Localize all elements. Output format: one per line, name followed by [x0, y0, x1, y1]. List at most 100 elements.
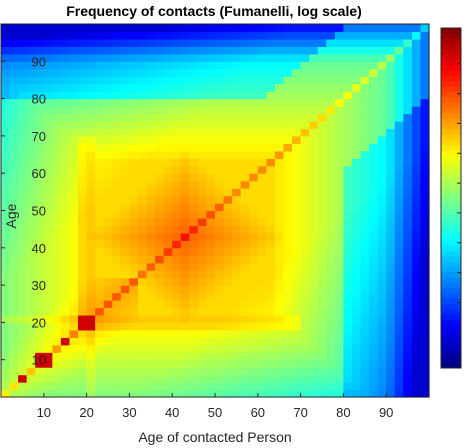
heatmap-cell: [69, 195, 79, 204]
heatmap-cell: [274, 240, 285, 249]
heatmap-cell: [155, 165, 165, 174]
heatmap-cell: [78, 277, 88, 286]
heatmap-cell: [334, 188, 344, 197]
heatmap-cell: [274, 210, 285, 219]
heatmap-cell: [377, 247, 387, 256]
heatmap-cell: [411, 285, 422, 294]
heatmap-cell: [189, 374, 199, 383]
heatmap-cell: [172, 203, 182, 212]
heatmap-cell: [369, 143, 379, 152]
heatmap-cell: [343, 158, 353, 167]
heatmap-cell: [137, 367, 148, 376]
heatmap-cell: [283, 120, 293, 130]
heatmap-cell: [206, 314, 216, 323]
heatmap-cell: [146, 91, 156, 100]
heatmap-cell: [137, 38, 148, 47]
heatmap-cell: [120, 344, 130, 353]
heatmap-cell: [155, 337, 165, 346]
heatmap-cell: [69, 68, 79, 77]
heatmap-cell: [78, 247, 88, 256]
heatmap-cell: [215, 240, 225, 249]
heatmap-cell: [155, 158, 165, 167]
heatmap-cell: [120, 195, 130, 204]
heatmap-cell: [266, 314, 276, 323]
heatmap-cell: [394, 322, 404, 331]
x-tick-label: 90: [379, 405, 393, 420]
heatmap-cell: [223, 113, 233, 122]
heatmap-cell: [249, 83, 259, 92]
heatmap-cell: [78, 38, 88, 47]
heatmap-cell: [26, 352, 36, 361]
heatmap-cell: [189, 203, 199, 212]
heatmap-cell: [189, 128, 199, 137]
heatmap-cell: [274, 262, 285, 271]
heatmap-cell: [189, 46, 199, 55]
heatmap-cell: [403, 76, 413, 85]
heatmap-cell: [360, 24, 370, 33]
heatmap-cell: [146, 329, 156, 338]
heatmap-cell: [309, 106, 319, 115]
heatmap-cell: [52, 158, 62, 167]
heatmap-cell: [120, 68, 130, 77]
heatmap-cell: [180, 203, 190, 212]
heatmap-cell: [334, 232, 344, 241]
heatmap-cell: [172, 277, 182, 286]
heatmap-cell: [197, 68, 208, 77]
heatmap-cell: [249, 113, 259, 122]
heatmap-cell: [317, 322, 327, 331]
heatmap-cell: [26, 240, 36, 249]
heatmap-cell: [257, 98, 267, 107]
heatmap-cell: [249, 322, 259, 331]
heatmap-cell: [18, 195, 28, 204]
heatmap-cell: [146, 225, 156, 234]
heatmap-cell: [1, 61, 11, 70]
heatmap-cell: [317, 158, 327, 167]
heatmap-cell: [377, 329, 387, 338]
colorbar-segment: [441, 102, 461, 109]
heatmap-cell: [35, 270, 45, 279]
heatmap-cell: [206, 173, 216, 182]
heatmap-cell: [103, 262, 113, 271]
heatmap-cell: [240, 76, 250, 85]
heatmap-cell: [240, 300, 250, 309]
heatmap-cell: [317, 150, 327, 159]
heatmap-cell: [249, 270, 259, 279]
heatmap-cell: [86, 143, 96, 152]
heatmap-cell: [137, 277, 148, 286]
heatmap-cell: [163, 135, 173, 144]
heatmap-cell: [137, 98, 148, 107]
heatmap-cell: [309, 322, 319, 331]
heatmap-cell: [334, 344, 344, 353]
heatmap-cell: [69, 165, 79, 174]
heatmap-cell: [120, 180, 130, 189]
heatmap-cell: [206, 24, 216, 33]
heatmap-cell: [129, 173, 139, 182]
heatmap-cell: [69, 255, 79, 264]
heatmap-cell: [266, 300, 276, 309]
heatmap-cell: [112, 68, 122, 77]
heatmap-cell: [60, 217, 71, 227]
heatmap-cell: [360, 128, 370, 137]
heatmap-cell: [292, 120, 302, 130]
heatmap-cell: [411, 165, 422, 174]
heatmap-cell: [360, 98, 370, 107]
heatmap-cell: [394, 46, 404, 55]
heatmap-cell: [197, 382, 208, 391]
heatmap-cell: [223, 61, 233, 70]
heatmap-cell: [95, 382, 105, 391]
heatmap-cell: [189, 143, 199, 152]
heatmap-cell: [369, 128, 379, 137]
heatmap-cell: [317, 38, 327, 47]
heatmap-cell: [403, 329, 413, 338]
heatmap-cell: [369, 53, 379, 62]
heatmap-cell: [369, 285, 379, 294]
heatmap-cell: [172, 359, 182, 368]
heatmap-cell: [35, 277, 45, 286]
heatmap-cell: [266, 24, 276, 33]
heatmap-cell: [26, 106, 36, 115]
heatmap-cell: [78, 255, 88, 264]
heatmap-cell: [420, 120, 430, 130]
heatmap-cell: [386, 270, 396, 279]
heatmap-cell: [249, 150, 259, 159]
